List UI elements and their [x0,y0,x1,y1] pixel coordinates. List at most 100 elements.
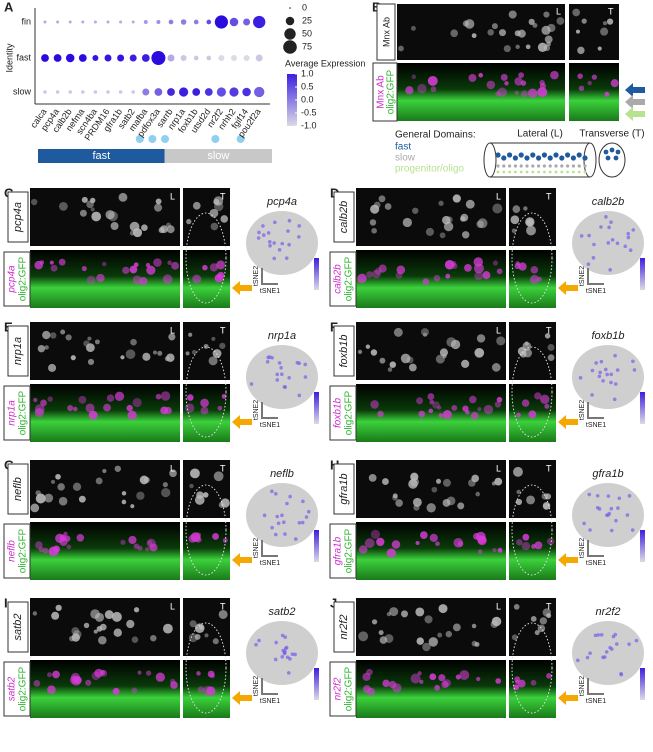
tsne-colorbar [640,392,645,424]
tsne-point [265,360,270,364]
cell [477,407,482,412]
cell [211,336,216,341]
cell [427,75,438,86]
highlight [236,135,245,143]
cell [437,632,443,638]
stain-label: olig2:GFP [18,528,29,573]
stain-label: olig2:GFP [344,390,355,435]
cell [200,398,209,408]
cell [206,686,216,696]
cell [518,262,527,271]
cell [136,491,145,500]
cell [451,261,457,267]
dot [131,90,135,94]
tsne-axis-label: tSNE1 [260,422,280,429]
cell [486,80,496,90]
cell [427,393,435,400]
tsne-cloud [246,621,318,685]
gene-label: nrp1a [12,337,24,365]
cell [502,170,506,174]
tsne-point [591,256,596,260]
tsne-point [595,493,600,498]
cell [522,341,532,351]
cell [102,261,107,267]
tsne-point [615,368,620,372]
panel-letter: I [4,595,8,610]
tsne-point [261,224,265,228]
cell [600,27,609,36]
tsne-point [257,230,261,235]
cell [438,200,444,206]
tsne-point [586,262,591,266]
tsne-point [287,376,291,380]
cell [431,486,438,493]
tsne-axis-label: tSNE2 [253,400,260,420]
cell [210,222,219,231]
cell [93,629,98,634]
cell [166,353,175,362]
cell [413,504,420,511]
cell [161,487,171,498]
stain-label: Mnx Ab [376,75,387,109]
cell [87,336,92,341]
cell [83,622,90,629]
cell [443,221,454,232]
cell [508,170,511,174]
cell [531,544,536,549]
cell [429,673,437,681]
tsne-point [280,513,284,518]
tsne-point [596,633,601,637]
tsne-point [270,489,274,494]
cell [192,201,201,210]
cell [418,410,426,418]
stain-label: olig2:GFP [18,390,29,435]
cell [208,356,218,366]
cell [104,610,114,619]
outline [185,346,227,438]
micrograph [356,522,506,580]
tsne-point [603,367,608,372]
tsne-point [280,655,285,659]
domain-key: progenitor/oligo [395,164,464,175]
gene-label: foxb1b [338,334,350,367]
cell [492,547,497,553]
dot [43,90,47,94]
cell [202,685,213,696]
tsne-point [609,506,614,511]
tsne-point [623,244,628,249]
tsne-point [599,359,604,364]
cell [496,164,500,168]
cell [474,271,484,281]
view-label: T [546,325,552,335]
dot [192,88,201,96]
cell [379,357,386,364]
cell [139,276,148,286]
view-label: T [608,6,614,16]
cell [73,406,78,412]
micrograph [183,598,230,656]
cell [86,200,94,209]
cell [517,679,526,688]
cell [547,537,555,546]
cell [500,73,508,81]
cell [160,391,171,401]
tsne-point [613,382,618,386]
cell [442,410,452,420]
stain-label: neflb [7,540,18,562]
dot [231,55,237,61]
highlight [148,135,157,143]
cell [371,619,378,625]
cell [527,88,538,98]
tsne-point [303,362,308,367]
size-key [284,28,296,40]
identity-label: fast [16,52,31,62]
cell [439,232,446,239]
tsne-title: nrp1a [268,330,296,342]
micrograph [356,250,506,308]
tsne-title: calb2b [592,196,624,208]
cell [51,611,60,620]
cell [396,265,406,275]
micrograph [356,660,506,718]
cell [72,482,82,491]
cell [357,349,363,355]
